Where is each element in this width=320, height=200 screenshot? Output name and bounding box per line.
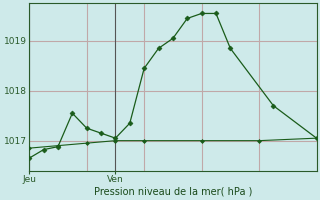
X-axis label: Pression niveau de la mer( hPa ): Pression niveau de la mer( hPa ) <box>94 187 252 197</box>
